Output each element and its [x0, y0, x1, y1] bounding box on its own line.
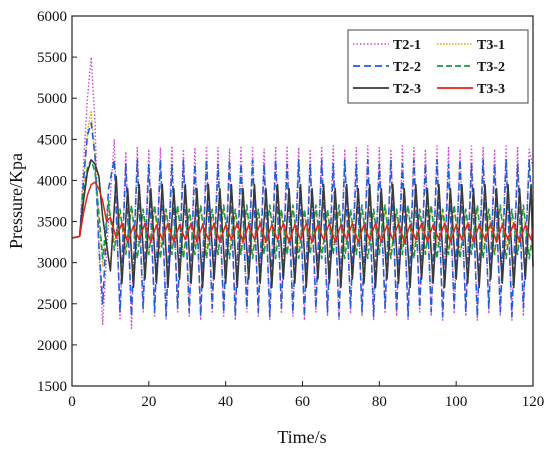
y-tick-label: 5500 [37, 50, 67, 66]
legend-label-T3-1: T3-1 [477, 38, 505, 53]
y-tick-label: 2000 [37, 338, 67, 354]
legend-label-T3-2: T3-2 [477, 60, 505, 75]
x-tick-label: 80 [372, 394, 387, 410]
y-tick-label: 3500 [37, 215, 67, 231]
y-tick-label: 3000 [37, 256, 67, 272]
series-line-T2-1 [71, 56, 534, 330]
legend-label-T2-3: T2-3 [393, 82, 421, 97]
series-layer [71, 56, 534, 330]
x-axis-title: Time/s [277, 427, 326, 447]
y-tick-label: 6000 [37, 9, 67, 25]
x-tick-label: 20 [141, 394, 156, 410]
y-tick-label: 1500 [37, 379, 67, 395]
legend-label-T3-3: T3-3 [477, 82, 505, 97]
y-tick-label: 5000 [37, 91, 67, 107]
series-line-T2-2 [71, 122, 534, 317]
y-tick-label: 4000 [37, 173, 67, 189]
x-tick-label: 40 [218, 394, 233, 410]
axes-layer: 0 20 40 60 80 100 120 1500 2000 2500 3000 3500 4000 4… [37, 9, 544, 410]
y-tick-label: 4500 [37, 132, 67, 148]
legend-label-T2-1: T2-1 [393, 38, 421, 53]
x-tick-label: 60 [295, 394, 310, 410]
y-axis-title: Pressure/Kpa [6, 153, 26, 249]
x-tick-label: 0 [68, 394, 76, 410]
series-line-T3-3 [71, 181, 534, 243]
x-tick-label: 100 [445, 394, 468, 410]
y-tick-label: 2500 [37, 297, 67, 313]
legend: T2-1 T3-1 T2-2 T3-2 T2-3 T3-3 [347, 29, 529, 104]
series-line-T2-3 [71, 159, 534, 289]
x-tick-label: 120 [522, 394, 545, 410]
legend-label-T2-2: T2-2 [393, 60, 421, 75]
